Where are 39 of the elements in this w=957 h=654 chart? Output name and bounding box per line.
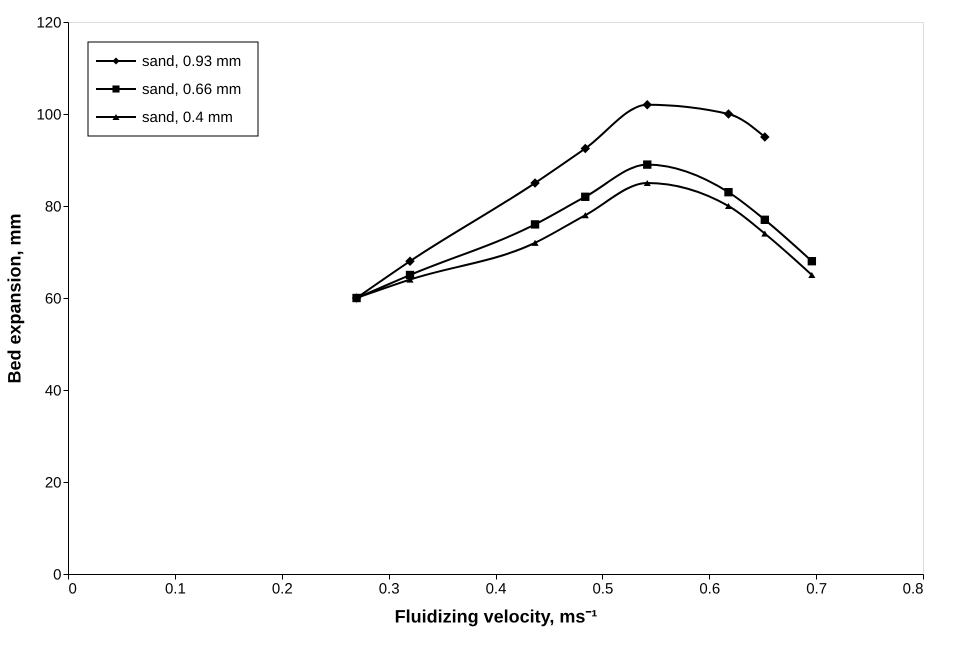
x-axis-title: Fluidizing velocity, ms⁻¹	[394, 606, 598, 626]
legend-label: sand, 0.93 mm	[142, 53, 242, 70]
x-tick-label: 0.4	[486, 580, 506, 598]
legend-label: sand, 0.66 mm	[142, 81, 242, 98]
x-tick-label: 0.2	[272, 580, 293, 598]
point	[808, 272, 816, 278]
point	[532, 240, 539, 246]
point	[643, 160, 652, 169]
y-tick-label: 100	[36, 106, 62, 124]
point	[582, 212, 589, 218]
point	[760, 132, 770, 142]
point	[808, 257, 816, 266]
y-tick-label: 20	[44, 474, 62, 492]
y-tick-label: 80	[44, 198, 62, 216]
x-tick-label: 0.1	[164, 580, 186, 598]
legend-label: sand, 0.4 mm	[142, 109, 233, 126]
x-tick-label: 0.7	[806, 580, 828, 598]
point	[530, 220, 540, 229]
y-axis-title: Bed expansion, mm	[4, 213, 24, 384]
x-tick-label: 0	[68, 580, 77, 598]
y-tick-label: 120	[36, 14, 62, 32]
point	[581, 192, 590, 201]
point	[530, 178, 540, 188]
point	[724, 188, 733, 196]
point	[724, 109, 734, 119]
y-tick-label: 40	[44, 382, 62, 400]
x-tick-label: 0.8	[902, 580, 924, 598]
point	[761, 230, 768, 237]
point	[644, 180, 651, 186]
point	[724, 202, 732, 210]
x-tick-label: 0.6	[699, 580, 720, 598]
point	[642, 100, 652, 110]
point	[760, 216, 770, 224]
y-tick-label: 60	[44, 290, 62, 308]
y-tick-label: 0	[53, 566, 62, 584]
point	[580, 144, 590, 154]
x-tick-label: 0.3	[378, 580, 400, 598]
point	[405, 256, 415, 266]
x-tick-label: 0.5	[592, 580, 614, 598]
